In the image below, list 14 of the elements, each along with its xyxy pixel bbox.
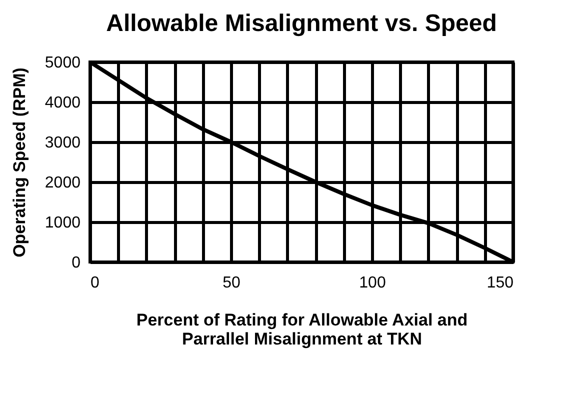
y-tick-label: 5000: [44, 54, 81, 72]
y-tick-label: 0: [72, 254, 81, 272]
x-tick-label: 150: [486, 274, 514, 292]
y-tick-label: 1000: [44, 214, 81, 232]
text: Parrallel Misalignment at TKN: [182, 330, 422, 348]
x-tick-label: 50: [222, 274, 240, 292]
x-tick-label: 100: [359, 274, 386, 292]
text: Percent of Rating for Allowable Axial and: [136, 310, 468, 330]
y-tick-label: 4000: [44, 94, 81, 112]
y-tick-label: 3000: [44, 134, 81, 152]
y-axis-title: Operating Speed (RPM): [10, 68, 29, 258]
y-tick-label: 2000: [44, 174, 81, 192]
chart-title: Allowable Misalignment vs. Speed: [106, 10, 497, 37]
x-tick-label: 0: [90, 274, 100, 292]
